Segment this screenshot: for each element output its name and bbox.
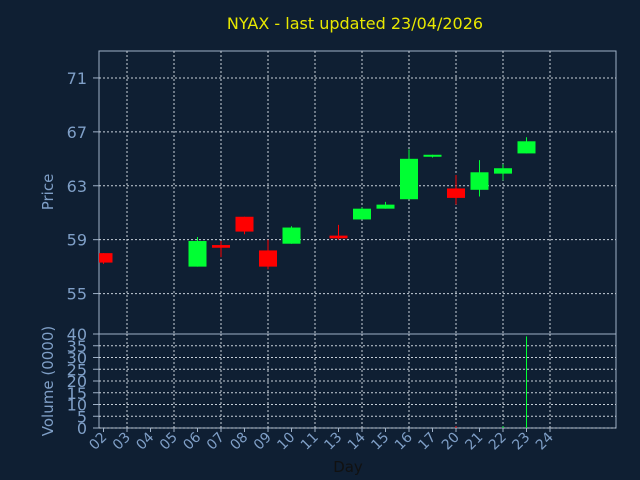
volume-tick-label: 5 (77, 407, 87, 426)
price-tick-label: 55 (67, 285, 87, 304)
x-tick-label: 05 (157, 430, 181, 454)
candle-body (259, 250, 277, 267)
price-grid (99, 51, 616, 334)
chart-title: NYAX - last updated 23/04/2026 (227, 14, 483, 33)
candle-body (188, 241, 207, 267)
volume-tick-label: 10 (67, 396, 87, 415)
x-tick-label: 13 (321, 430, 345, 454)
x-tick-label: 24 (533, 429, 557, 453)
x-tick-label: 16 (392, 429, 416, 453)
volume-axis-label: Volume (0000) (39, 326, 57, 436)
candle-body (235, 216, 254, 232)
price-tick-label: 63 (67, 177, 87, 196)
volume-tick-label: 0 (77, 419, 87, 438)
volume-grid (99, 334, 616, 429)
candle-body (470, 172, 489, 190)
price-plot-area (98, 50, 617, 335)
candle-body (447, 188, 465, 198)
price-panel: 55 59 63 67 71 (67, 50, 617, 335)
x-tick-label: 08 (227, 430, 251, 454)
x-tick-label: 09 (251, 430, 275, 454)
candle-body (99, 253, 113, 263)
price-axis-label: Price (39, 174, 57, 211)
candle-body (517, 141, 536, 154)
volume-tick-label: 40 (67, 325, 87, 344)
candle-body (423, 154, 442, 157)
x-tick-label: 23 (509, 430, 533, 454)
candle-body (329, 235, 348, 239)
x-ticks: 02 03 04 05 06 07 08 09 10 11 13 14 15 16 17 20 21 22 23 24 (86, 428, 557, 454)
x-tick-label: 14 (345, 429, 369, 453)
volume-tick-label: 25 (67, 360, 87, 379)
x-tick-label: 06 (180, 429, 204, 453)
x-axis-label: Day (333, 458, 363, 476)
x-tick-label: 15 (368, 430, 392, 454)
candle-body (353, 208, 371, 220)
x-tick-label: 04 (133, 429, 157, 453)
price-tick-label: 59 (67, 231, 87, 250)
price-tick-label: 71 (67, 69, 87, 88)
x-tick-label: 20 (439, 430, 463, 454)
candles (99, 137, 536, 270)
x-tick-label: 21 (462, 430, 486, 454)
x-tick-label: 10 (274, 430, 298, 454)
x-tick-label: 02 (86, 430, 110, 454)
candle-body (494, 168, 512, 174)
x-tick-label: 22 (486, 430, 510, 454)
volume-bars (455, 336, 527, 428)
x-tick-label: 11 (298, 430, 322, 454)
x-tick-label: 03 (110, 430, 134, 454)
candle-body (212, 245, 230, 248)
x-tick-label: 07 (204, 430, 228, 454)
x-tick-label: 17 (415, 430, 439, 454)
volume-tick-label: 35 (67, 337, 87, 356)
candle-body (282, 227, 301, 244)
volume-tick-label: 20 (67, 372, 87, 391)
candle-body (400, 158, 418, 200)
price-tick-label: 67 (67, 123, 87, 142)
volume-tick-label: 30 (67, 349, 87, 368)
volume-tick-label: 15 (67, 384, 87, 403)
candle-body (376, 204, 395, 209)
price-y-ticks: 55 59 63 67 71 (67, 69, 99, 304)
